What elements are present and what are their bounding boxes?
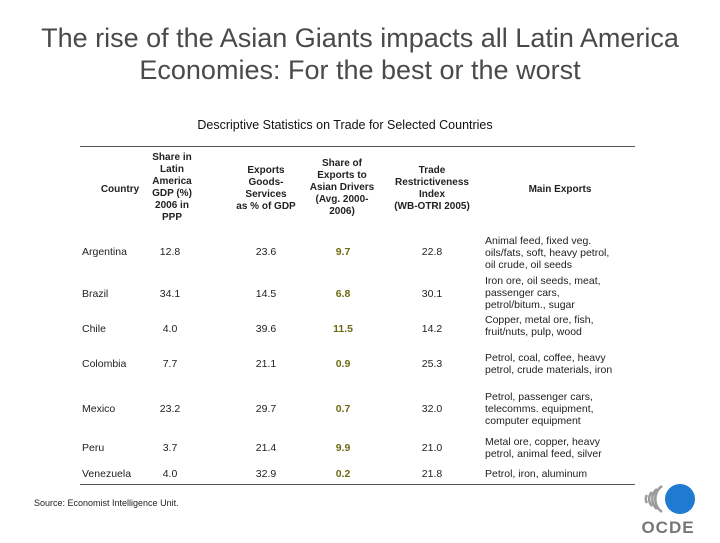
header-asian-share: Share of Exports to Asian Drivers (Avg. 20…	[309, 158, 375, 217]
country-cell: Peru	[82, 442, 105, 454]
main-exports-cell: Iron ore, oil seeds, meat, passenger cars…	[485, 275, 601, 311]
header-country: Country	[100, 184, 140, 195]
ocde-logo: OCDE	[638, 480, 698, 538]
main-exports-cell: Animal feed, fixed veg. oils/fats, soft, …	[485, 235, 610, 271]
table-bottom-rule	[80, 484, 635, 485]
exports-cell: 14.5	[255, 288, 277, 300]
gdp-share-cell: 7.7	[162, 358, 178, 370]
country-cell: Argentina	[82, 246, 127, 258]
header-trade-restrictiveness: Trade Restrictiveness Index (WB-OTRI 2005)	[394, 165, 470, 212]
exports-cell: 29.7	[255, 403, 277, 415]
slide-title: The rise of the Asian Giants impacts all…	[0, 22, 720, 86]
tri-cell: 21.8	[421, 468, 443, 480]
ocde-logo-icon	[644, 484, 695, 514]
header-gdp-share: Share in Latin America GDP (%) 2006 in PPP	[152, 152, 192, 223]
exports-cell: 23.6	[255, 246, 277, 258]
header-main-exports: Main Exports	[528, 184, 592, 195]
country-cell: Mexico	[82, 403, 116, 415]
asian-share-cell: 0.7	[335, 403, 351, 415]
title-line-1: The rise of the Asian Giants impacts all…	[41, 23, 679, 53]
ocde-logo-text: OCDE	[641, 518, 695, 537]
country-cell: Brazil	[82, 288, 109, 300]
exports-cell: 21.4	[255, 442, 277, 454]
table-subtitle: Descriptive Statistics on Trade for Sele…	[197, 118, 493, 132]
main-exports-cell: Petrol, passenger cars, telecomms. equipm…	[485, 391, 594, 427]
gdp-share-cell: 34.1	[159, 288, 181, 300]
main-exports-cell: Petrol, iron, aluminum	[485, 468, 588, 480]
tri-cell: 21.0	[421, 442, 443, 454]
title-line-2: Economies: For the best or the worst	[139, 55, 581, 85]
gdp-share-cell: 23.2	[159, 403, 181, 415]
tri-cell: 30.1	[421, 288, 443, 300]
exports-cell: 21.1	[255, 358, 277, 370]
tri-cell: 32.0	[421, 403, 443, 415]
gdp-share-cell: 3.7	[162, 442, 178, 454]
asian-share-cell: 11.5	[333, 323, 353, 335]
asian-share-cell: 9.7	[335, 246, 351, 258]
main-exports-cell: Copper, metal ore, fish, fruit/nuts, pulp…	[485, 314, 594, 338]
asian-share-cell: 0.2	[335, 468, 351, 480]
gdp-share-cell: 12.8	[159, 246, 181, 258]
main-exports-cell: Petrol, coal, coffee, heavy petrol, crude…	[485, 352, 613, 376]
header-exports-gdp: Exports Goods- Services as % of GDP	[236, 165, 296, 212]
asian-share-cell: 6.8	[335, 288, 351, 300]
country-cell: Chile	[82, 323, 106, 335]
tri-cell: 22.8	[421, 246, 443, 258]
asian-share-cell: 9.9	[335, 442, 351, 454]
country-cell: Colombia	[82, 358, 127, 370]
gdp-share-cell: 4.0	[162, 468, 178, 480]
table-top-rule	[80, 146, 635, 147]
country-cell: Venezuela	[82, 468, 132, 480]
tri-cell: 25.3	[421, 358, 443, 370]
asian-share-cell: 0.9	[335, 358, 351, 370]
exports-cell: 32.9	[255, 468, 277, 480]
gdp-share-cell: 4.0	[162, 323, 178, 335]
exports-cell: 39.6	[255, 323, 277, 335]
tri-cell: 14.2	[421, 323, 443, 335]
source-note: Source: Economist Intelligence Unit.	[34, 498, 179, 508]
main-exports-cell: Metal ore, copper, heavy petrol, animal f…	[485, 436, 602, 460]
